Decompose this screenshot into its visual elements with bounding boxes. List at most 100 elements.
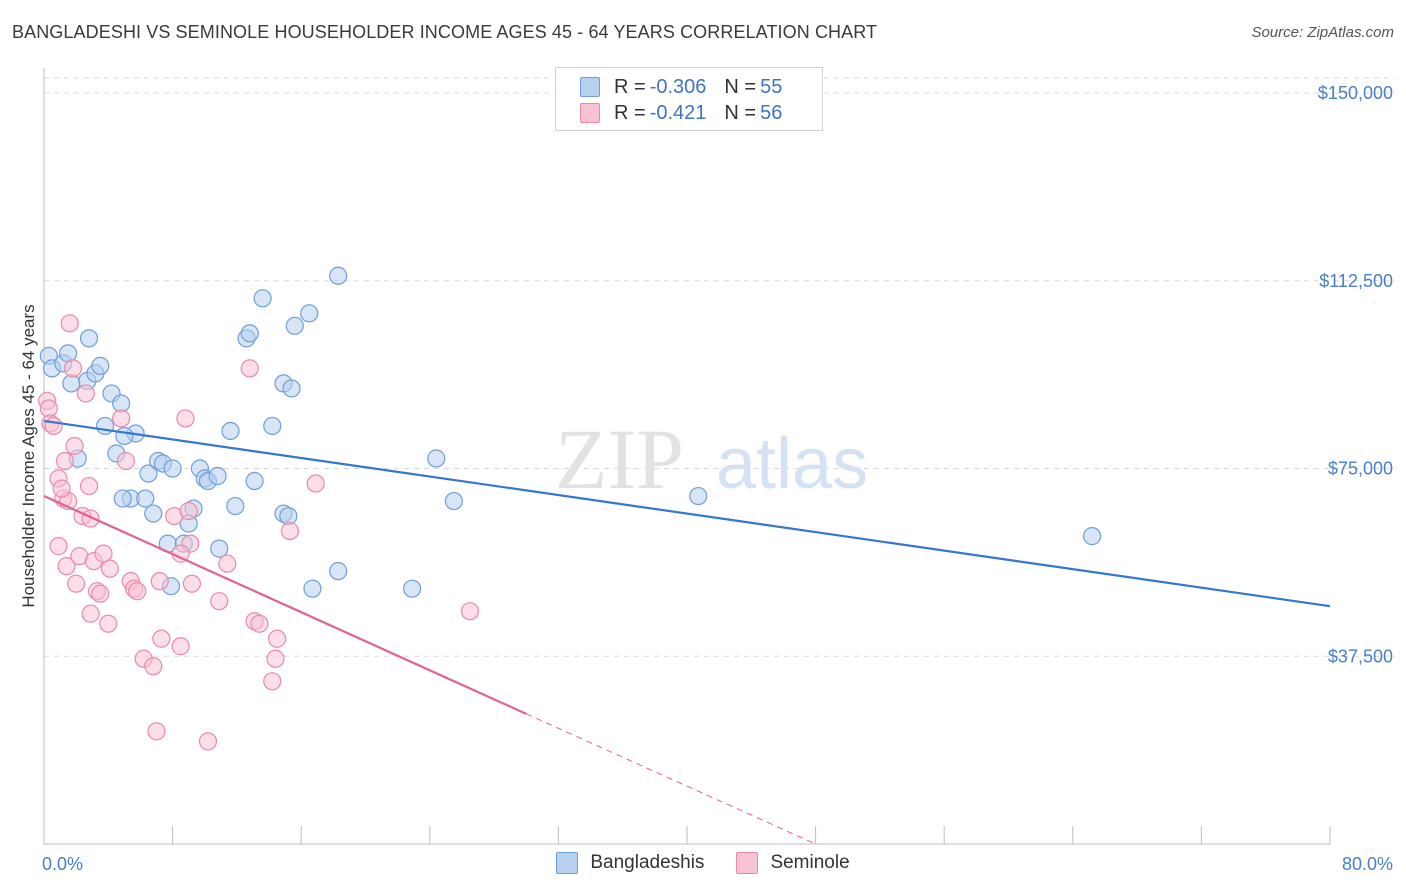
legend-r-value: -0.421 [649, 101, 707, 124]
legend-swatch-pink [736, 852, 759, 874]
seminole-point [266, 649, 285, 668]
seminole-point [81, 509, 100, 528]
bangladeshi-point [253, 289, 272, 308]
bangladeshi-point [1082, 527, 1102, 546]
x-tick-labels: 0.0% 80.0% [42, 854, 1393, 874]
seminole-point [112, 409, 131, 428]
legend-r-value: -0.306 [649, 75, 707, 98]
bangladeshi-point [403, 579, 422, 598]
bangladeshi-point [427, 449, 446, 468]
bangladeshi-point [245, 471, 264, 491]
data-points [38, 266, 1102, 751]
bangladeshi-point [136, 489, 155, 508]
seminole-point [179, 501, 198, 521]
seminole-point [210, 592, 229, 611]
bangladeshi-point [329, 562, 348, 581]
seminole-point [94, 544, 113, 563]
seminole-point [100, 559, 120, 578]
bangladeshi-point [300, 304, 319, 323]
legend-n-label: N = [724, 101, 757, 124]
seminole-point [39, 399, 58, 418]
seminole-point [76, 384, 95, 403]
y-tick-label: $37,500 [1328, 646, 1393, 666]
chart-title: BANGLADESHI VS SEMINOLE HOUSEHOLDER INCO… [12, 22, 878, 42]
bangladeshi-point [62, 374, 81, 393]
bangladeshi-point [263, 416, 282, 436]
legend-n-label: N = [724, 75, 757, 98]
seminole-point [55, 451, 74, 471]
seminole-point [152, 629, 171, 648]
seminole-point [63, 359, 83, 378]
bangladeshi-point [303, 579, 322, 598]
bangladeshi-point [139, 464, 158, 483]
legend-item-bangladeshis[interactable]: Bangladeshis [556, 852, 704, 874]
seminole-point [171, 637, 190, 656]
seminole-point [91, 584, 110, 603]
bangladeshi-trend-line [43, 419, 1331, 608]
seminole-point [198, 732, 218, 751]
seminole-point [144, 657, 163, 676]
y-tick-label: $112,500 [1319, 271, 1393, 291]
bangladeshi-point [95, 416, 115, 436]
legend-n-value: 56 [760, 101, 783, 124]
watermark-zip: ZIP [555, 411, 684, 507]
seminole-point [116, 451, 136, 471]
seminole-point [147, 722, 166, 741]
legend-label-bangladeshis: Bangladeshis [590, 852, 705, 873]
y-tick-labels: $37,500 $75,000 $112,500 $150,000 [1318, 83, 1393, 666]
bangladeshi-point [91, 356, 110, 375]
seminole-trend-line [43, 495, 527, 715]
seminole-point [150, 572, 169, 591]
bangladeshi-point [59, 344, 78, 363]
bangladeshi-point [444, 491, 464, 511]
legend-r-label: R = [614, 75, 646, 98]
bangladeshi-point [144, 504, 163, 523]
legend-swatch-pink [580, 103, 600, 123]
bangladeshi-point [329, 266, 348, 285]
y-tick-label: $150,000 [1318, 83, 1393, 103]
legend-r-label: R = [614, 101, 646, 124]
seminole-point [52, 479, 71, 498]
bangladeshi-point [208, 466, 227, 486]
seminole-point [250, 614, 269, 633]
seminole-point [60, 314, 79, 333]
seminole-point [306, 474, 325, 493]
seminole-point [460, 602, 480, 621]
bangladeshi-point [221, 421, 240, 441]
x-tick-label: 80.0% [1342, 854, 1393, 874]
legend-swatch-blue [556, 852, 579, 874]
watermark-atlas: atlas [716, 424, 868, 504]
bangladeshi-point [226, 496, 245, 516]
x-tick-label: 0.0% [42, 854, 83, 874]
seminole-point [267, 629, 287, 648]
seminole-point [280, 521, 300, 541]
bangladeshi-point [240, 324, 259, 343]
source-label: Source: ZipAtlas.com [1251, 24, 1394, 41]
seminole-point [49, 537, 68, 556]
bangladeshi-point [163, 459, 182, 478]
watermark: ZIP atlas [555, 411, 868, 507]
seminole-point [99, 614, 118, 633]
legend-n-value: 55 [760, 75, 783, 98]
trend-lines [43, 419, 1331, 845]
bangladeshi-point [79, 329, 99, 348]
series-legend: Bangladeshis Seminole [0, 852, 1406, 874]
seminole-point [79, 476, 99, 496]
y-tick-label: $75,000 [1328, 459, 1393, 479]
seminole-point [67, 574, 86, 593]
y-axis-title: Householder Income Ages 45 - 64 years [19, 304, 38, 607]
seminole-trend-extension [526, 713, 816, 845]
seminole-point [44, 416, 63, 436]
legend-item-seminole[interactable]: Seminole [736, 852, 850, 874]
axes [43, 68, 1331, 845]
bangladeshi-point [689, 486, 708, 506]
legend-label-seminole: Seminole [770, 852, 850, 873]
seminole-point [81, 604, 100, 623]
seminole-point [218, 554, 237, 573]
seminole-point [240, 359, 259, 378]
seminole-point [263, 672, 282, 691]
bangladeshi-point [113, 489, 132, 508]
legend-swatch-blue [580, 77, 600, 97]
seminole-point [176, 409, 195, 428]
